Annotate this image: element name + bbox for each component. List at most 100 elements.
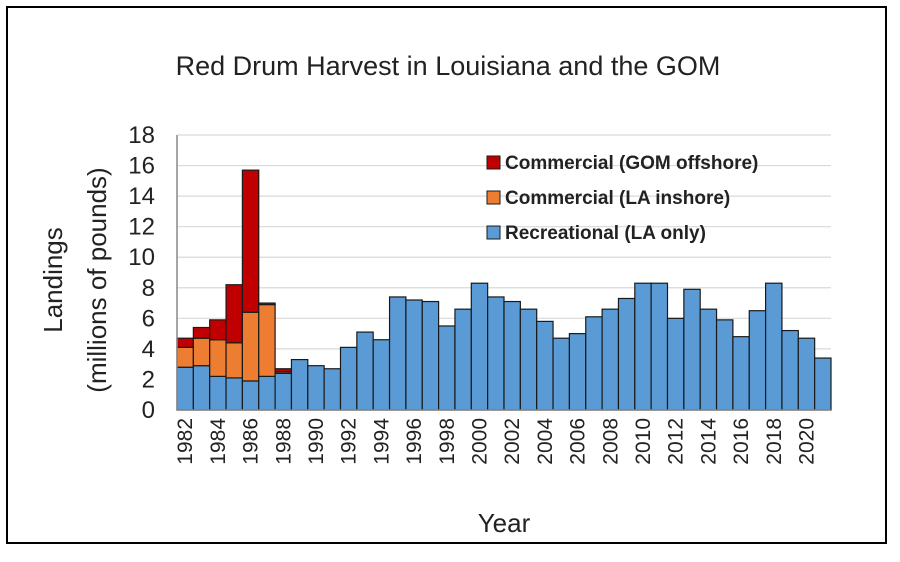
bar-segment: [241, 380, 260, 411]
chart-frame: [6, 6, 887, 544]
bar-segment: [552, 337, 570, 411]
bar-segment: [225, 342, 244, 379]
bar-segment: [519, 308, 538, 411]
x-tick-label: 1984: [207, 418, 230, 465]
bar-segment: [176, 337, 194, 348]
legend: Commercial (GOM offshore) Commercial (LA …: [486, 153, 758, 244]
legend-label: Commercial (LA inshore): [505, 188, 730, 209]
bar-segment: [585, 316, 603, 411]
bar-segment: [274, 372, 293, 411]
x-tick-label: 2016: [730, 418, 753, 465]
bar-segment: [781, 329, 799, 411]
legend-label: Recreational (LA only): [505, 223, 706, 244]
bar-segment: [209, 339, 227, 377]
x-tick-label: 2008: [599, 418, 622, 465]
x-tick-label: 2014: [697, 418, 720, 465]
y-tick-label: 18: [128, 122, 155, 149]
y-tick-label: 8: [142, 275, 155, 302]
y-tick-label: 14: [128, 183, 155, 210]
bar-segment: [290, 358, 309, 411]
y-axis-title-line-2: (millions of pounds): [82, 167, 112, 392]
bar-segment: [356, 331, 374, 411]
x-tick-label: 2002: [501, 418, 524, 465]
bar-segment: [764, 282, 783, 411]
x-tick-label: 2018: [763, 418, 786, 465]
bar-segment: [748, 310, 767, 411]
x-tick-label: 2012: [665, 418, 688, 465]
bar-segment: [650, 282, 669, 411]
bar-segment: [192, 365, 211, 411]
y-tick-label: 4: [142, 336, 155, 363]
legend-swatch: [486, 155, 501, 170]
bar-segment: [470, 282, 489, 411]
x-tick-label: 2000: [468, 418, 491, 465]
x-tick-label: 2020: [795, 418, 818, 465]
x-tick-label: 1982: [174, 418, 197, 465]
bar-segment: [225, 284, 244, 344]
bar-segment: [454, 308, 472, 411]
y-tick-label: 0: [142, 397, 155, 424]
bar-segment: [209, 319, 227, 341]
bar-segment: [536, 320, 554, 411]
bar-segment: [438, 325, 456, 411]
bar-segment: [683, 288, 701, 411]
bar-segment: [487, 296, 505, 411]
bar-segment: [323, 368, 342, 411]
legend-swatch: [486, 190, 501, 205]
y-axis-title-line-1: Landings: [38, 227, 68, 333]
x-tick-label: 1998: [436, 418, 459, 465]
bar-segment: [666, 317, 685, 411]
bar-segment: [209, 375, 227, 411]
bar-segment: [307, 365, 325, 411]
bar-segment: [339, 346, 358, 411]
bar-segment: [732, 336, 750, 411]
bar-segment: [241, 311, 260, 382]
bar-segment: [176, 366, 194, 411]
y-axis-title: Landings (millions of pounds): [38, 167, 112, 392]
bar-segment: [617, 297, 636, 411]
bar-segment: [797, 337, 816, 411]
bars: [176, 169, 832, 411]
x-tick-label: 1996: [403, 418, 426, 465]
x-tick-label: 1988: [272, 418, 295, 465]
bar-segment: [258, 375, 276, 411]
bar-segment: [421, 300, 440, 411]
bar-segment: [372, 339, 391, 411]
y-tick-label: 16: [128, 153, 155, 180]
x-tick-label: 1992: [338, 418, 361, 465]
bar-segment: [225, 377, 244, 411]
bar-segment: [176, 346, 194, 368]
bar-segment: [568, 333, 587, 411]
bar-segment: [405, 299, 423, 411]
bar-segment: [503, 300, 521, 411]
x-tick-label: 1994: [370, 418, 393, 465]
y-tick-label: 12: [128, 214, 155, 241]
y-tick-label: 2: [142, 366, 155, 393]
x-tick-label: 1986: [240, 418, 263, 465]
bar-segment: [388, 296, 407, 411]
bar-segment: [192, 337, 211, 367]
y-tick-label: 6: [142, 305, 155, 332]
bar-segment: [258, 302, 276, 306]
x-tick-label: 2010: [632, 418, 655, 465]
x-tick-label: 2004: [534, 418, 557, 465]
x-tick-label: 1990: [305, 418, 328, 465]
bar-segment: [601, 308, 620, 411]
legend-swatch: [486, 225, 501, 240]
bar-segment: [634, 282, 652, 411]
x-tick-label: 2006: [567, 418, 590, 465]
chart-title: Red Drum Harvest in Louisiana and the GO…: [176, 51, 721, 81]
legend-label: Commercial (GOM offshore): [505, 153, 758, 174]
bar-segment: [192, 326, 211, 339]
bar-segment: [715, 319, 734, 411]
y-tick-label: 10: [128, 244, 155, 271]
bar-segment: [241, 169, 260, 313]
y-tick-labels: 0 2 4 6 8 10 12 14 16 18: [128, 122, 155, 424]
bar-segment: [814, 357, 832, 411]
bar-segment: [274, 368, 293, 373]
bar-segment: [699, 308, 718, 411]
x-tick-labels: 1982 1984 1986 1988 1990 1992 1994 1996 1998 2000…: [174, 418, 818, 465]
x-axis-title: Year: [478, 508, 531, 538]
bar-segment: [258, 303, 276, 377]
